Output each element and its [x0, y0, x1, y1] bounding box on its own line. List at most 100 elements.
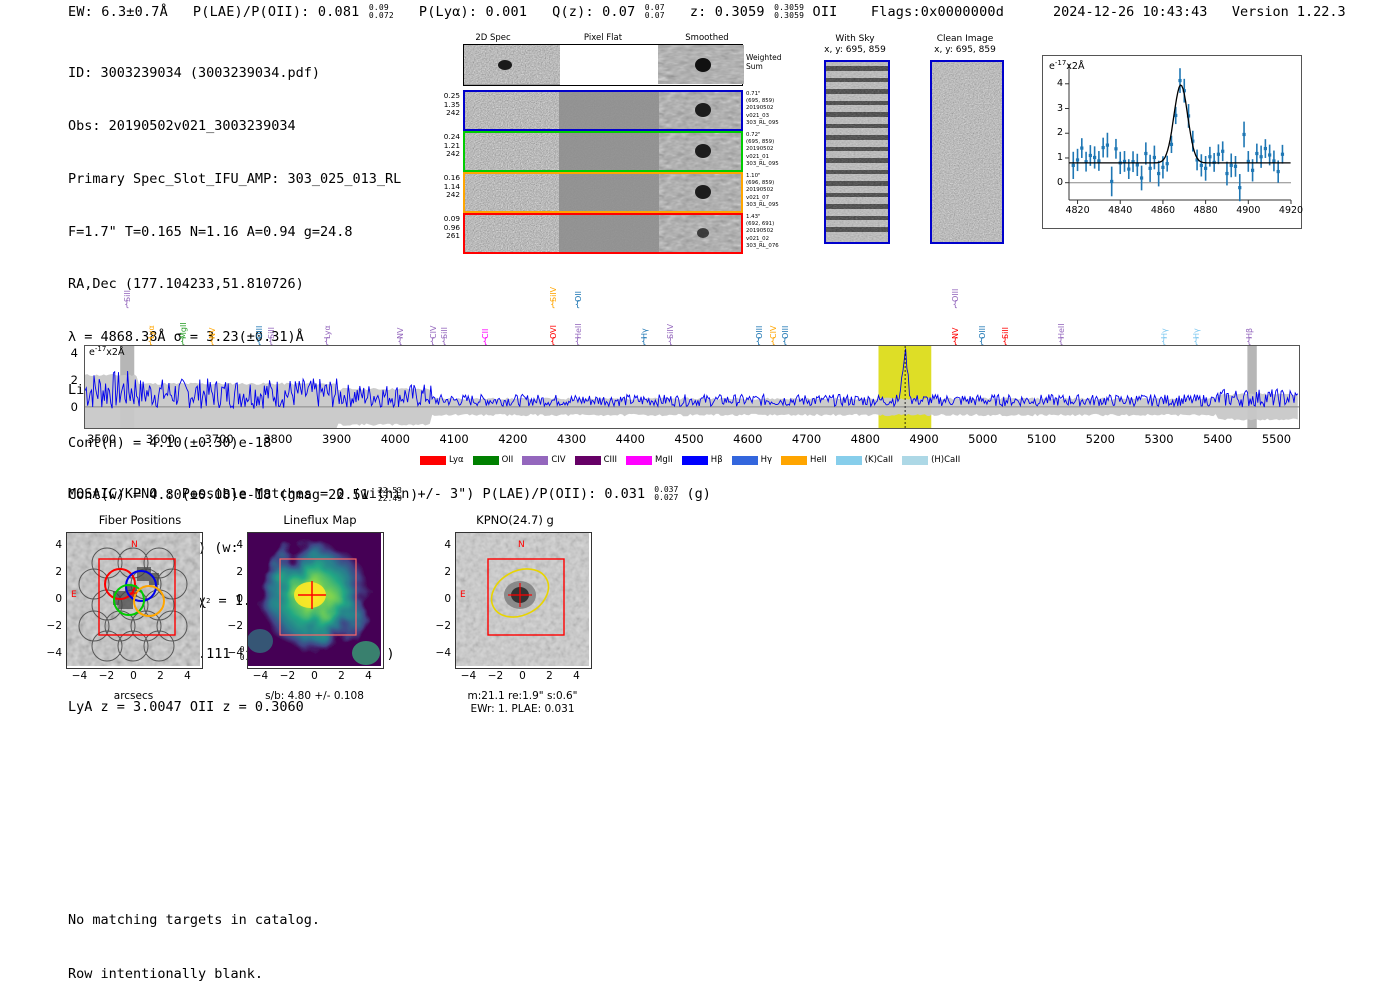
spectrum-line-flag: SiII	[440, 326, 450, 339]
spectrum-ytick: 4	[70, 346, 78, 361]
info-cont-w-text: Cont(w) = 4.80(±0.08)e-18 (gmag 22.51	[68, 487, 369, 504]
spectrum-line-bracket: {	[549, 300, 556, 310]
info-obs: Obs: 20190502v021_3003239034	[68, 117, 296, 134]
kpno-xtick: −4	[460, 670, 477, 682]
kpno-sublabel-2: EWr: 1. PLAE: 0.031	[470, 703, 575, 715]
noise-texture	[464, 45, 560, 84]
spec2d-panel: 2D Spec Pixel Flat Smoothed Weighted Sum	[420, 33, 792, 255]
spectrum-line-flag: OIII	[780, 325, 790, 339]
legend-label: CIV	[551, 455, 566, 465]
fiber-pixelflat-image	[559, 133, 659, 170]
fiber-positions-ytick: −2	[46, 619, 62, 632]
spectrum-line-flag: CII	[481, 328, 491, 339]
mosaic-plae-range: 0.037 0.027	[654, 485, 679, 502]
legend-label: HeII	[810, 455, 827, 465]
fiber-2dspec-image	[465, 92, 559, 129]
kpno-image[interactable]: N E	[455, 532, 592, 669]
fiber-stat: 0.24	[443, 132, 460, 141]
fiber-row[interactable]	[463, 131, 743, 172]
fiber-meta: 303_RL_076	[746, 242, 779, 249]
legend-swatch	[626, 455, 653, 465]
header-plae-label: P(LAE)/P(OII):	[192, 4, 310, 20]
header-z-range: 0.3059 0.3059	[774, 3, 805, 20]
spectrum-line-bracket: {	[397, 337, 403, 347]
emission-line-xtick: 4900	[1236, 205, 1261, 216]
spectrum-xtick: 5500	[1261, 432, 1292, 446]
spectrum-line-flag: OIII	[977, 325, 987, 339]
lineflux-map-image[interactable]	[247, 532, 384, 669]
emission-line-units-label: e-17x2Å	[1049, 59, 1085, 73]
fiber-row-right-meta: 1.10" (696, 859) 20190502 v021_07 303_RL_095	[746, 173, 802, 209]
legend-label: CIII	[603, 455, 618, 465]
spectrum-xtick: 4700	[791, 432, 822, 446]
emission-line-plot: e-17x2Å 4820 4840 4860 4880 4900 4920 0 1 2 3 4	[1042, 55, 1303, 229]
fiber-positions-xtick: 2	[157, 670, 164, 682]
emission-line-xtick: 4820	[1065, 205, 1090, 216]
compass-e-label: E	[71, 590, 77, 600]
spectrum-line-flag: Lyα	[146, 325, 156, 339]
emission-line-ytick: 0	[1056, 176, 1063, 188]
spectrum-line-flag: NV	[951, 327, 961, 339]
cutout-1-coords: x, y: 695, 859	[934, 45, 996, 55]
fiber-stat: 1.35	[443, 99, 460, 109]
fiber-positions-ytick: −4	[46, 646, 62, 659]
spectrum-xtick: 4300	[556, 432, 587, 446]
fiber-row[interactable]	[463, 213, 743, 254]
spectrum-xtick: 4500	[674, 432, 704, 446]
weighted-sum-pixelflat-image	[560, 45, 658, 85]
fiber-meta: (695, 859)	[746, 139, 775, 146]
info-cont-n: Cont(n) = 4.10(±0.30)e-18	[68, 434, 272, 451]
fiber-meta: 303_RL_095	[746, 119, 779, 126]
fiber-positions-xtick: 4	[184, 670, 191, 682]
fiber-row-right-meta: 0.72" (695, 859) 20190502 v021_01 303_RL_095	[746, 132, 802, 168]
header-summary-line: EW: 6.3±0.7Å P(LAE)/P(OII): 0.081 0.09 0.…	[68, 3, 1004, 21]
spectrum-line-bracket: {	[641, 337, 647, 347]
legend-item: CIII	[574, 455, 618, 465]
spectrum-line-bracket: {	[179, 337, 186, 347]
legend-item: CIV	[522, 455, 566, 465]
fiber-positions-ytick: 4	[55, 538, 62, 551]
fiber-2dspec-image	[465, 174, 559, 211]
legend-swatch	[574, 455, 601, 465]
header-qz: Q(z): 0.07	[552, 4, 636, 20]
fiber-meta: v021_07	[746, 194, 770, 201]
cutout-clean-image	[930, 60, 1004, 244]
fiber-meta: 303_RL_095	[746, 201, 779, 208]
fiber-positions-image[interactable]: N E	[66, 532, 203, 669]
fiber-meta: 0.72"	[746, 132, 761, 138]
spectrum-ytick: 2	[70, 373, 78, 388]
fiber-row[interactable]	[463, 90, 743, 131]
legend-item: OII	[472, 455, 513, 465]
spectrum-line-flag: Lyα	[322, 325, 332, 339]
spectrum-line-bracket: {	[147, 337, 154, 347]
fiber-smoothed-image	[659, 174, 741, 211]
spectrum-xtick: 4400	[615, 432, 645, 446]
legend-item: HeII	[781, 455, 827, 465]
panel-title-kpno: KPNO(24.7) g	[476, 513, 554, 527]
spectrum-line-flag: CIV	[769, 325, 779, 339]
legend-label: (H)CaII	[931, 455, 961, 465]
spectrum-xtick: 5300	[1144, 432, 1174, 446]
fiber-row-left-stats: 0.09 0.96 261	[420, 214, 460, 241]
spectrum-line-bracket: {	[952, 300, 959, 310]
info-cont-w: Cont(w) = 4.80(±0.08)e-18 (gmag 22.51 22…	[68, 487, 418, 505]
legend-swatch	[781, 455, 808, 465]
fiber-row[interactable]	[463, 172, 743, 213]
fiber-stat: 0.96	[443, 222, 460, 232]
spectrum-line-flag: OIII	[754, 325, 764, 339]
fiber-stat: 0.25	[443, 91, 460, 100]
spectrum-line-bracket: {	[1002, 337, 1008, 347]
legend-label: Hβ	[710, 455, 723, 465]
spectrum-line-flag: SiIV	[548, 286, 558, 302]
spectrum-line-bracket: {	[574, 300, 581, 310]
fiber-meta: 0.71"	[746, 91, 761, 97]
weighted-sum-label: Weighted Sum	[746, 53, 782, 71]
legend-item: (H)CaII	[902, 455, 960, 465]
spectrum-xtick: 5400	[1203, 432, 1233, 446]
spectrum-xtick: 5100	[1026, 432, 1057, 446]
mosaic-filter: (g)	[686, 486, 711, 502]
spectrum-line-flag: MgII	[178, 322, 188, 339]
legend-item: Hβ	[681, 455, 723, 465]
spectrum-xtick: 3700	[204, 432, 234, 446]
emission-line-xtick: 4860	[1150, 205, 1176, 216]
